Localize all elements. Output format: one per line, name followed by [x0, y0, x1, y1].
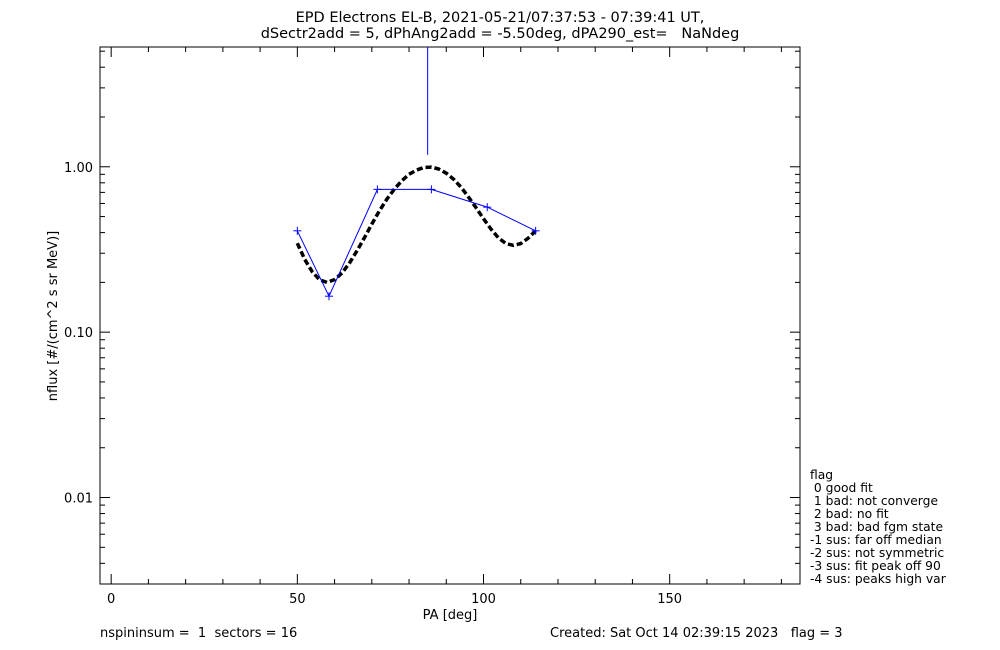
- y-tick-label: 0.10: [64, 326, 93, 341]
- legend-item: -4 sus: peaks high var: [810, 572, 946, 586]
- legend-title: flag: [810, 468, 834, 482]
- y-axis-label: nflux [#/(cm^2 s sr MeV)]: [46, 231, 61, 401]
- legend-item: 3 bad: bad fgm state: [810, 520, 944, 534]
- plot-title-line2: dSectr2add = 5, dPhAng2add = -5.50deg, d…: [260, 26, 740, 42]
- axis-ticks: [100, 47, 800, 585]
- data-point: [531, 226, 540, 235]
- data-point: [373, 185, 382, 194]
- x-tick-label: 100: [471, 592, 496, 607]
- chart-series: [293, 47, 540, 301]
- legend-item: -3 sus: fit peak off 90: [810, 559, 941, 573]
- plot-title-line1: EPD Electrons EL-B, 2021-05-21/07:37:53 …: [295, 10, 705, 26]
- data-point: [483, 203, 492, 212]
- x-tick-label: 150: [657, 592, 682, 607]
- legend-item: 2 bad: no fit: [810, 507, 889, 521]
- flag-legend: flag 0 good fit 1 bad: not converge 2 ba…: [810, 469, 946, 586]
- data-point: [324, 292, 333, 301]
- legend-item: -1 sus: far off median: [810, 533, 942, 547]
- legend-item: -2 sus: not symmetric: [810, 546, 945, 560]
- axis-tick-labels: 0 50 100 150 0.01 0.10 1.00: [64, 161, 682, 607]
- data-point: [427, 185, 436, 194]
- legend-item: 1 bad: not converge: [810, 494, 939, 508]
- y-tick-label: 1.00: [64, 161, 93, 176]
- y-tick-label: 0.01: [64, 492, 93, 507]
- fit-curve: [295, 165, 537, 285]
- plot-frame: [99, 46, 801, 585]
- x-tick-label: 0: [107, 592, 115, 607]
- footer-spin-info: nspininsum = 1 sectors = 16: [100, 626, 298, 641]
- data-line: [296, 188, 536, 298]
- x-axis-label: PA [deg]: [423, 608, 478, 623]
- legend-item: 0 good fit: [810, 481, 873, 495]
- footer-created-info: Created: Sat Oct 14 02:39:15 2023 flag =…: [550, 626, 843, 641]
- x-tick-label: 50: [289, 592, 306, 607]
- data-point: [293, 226, 302, 235]
